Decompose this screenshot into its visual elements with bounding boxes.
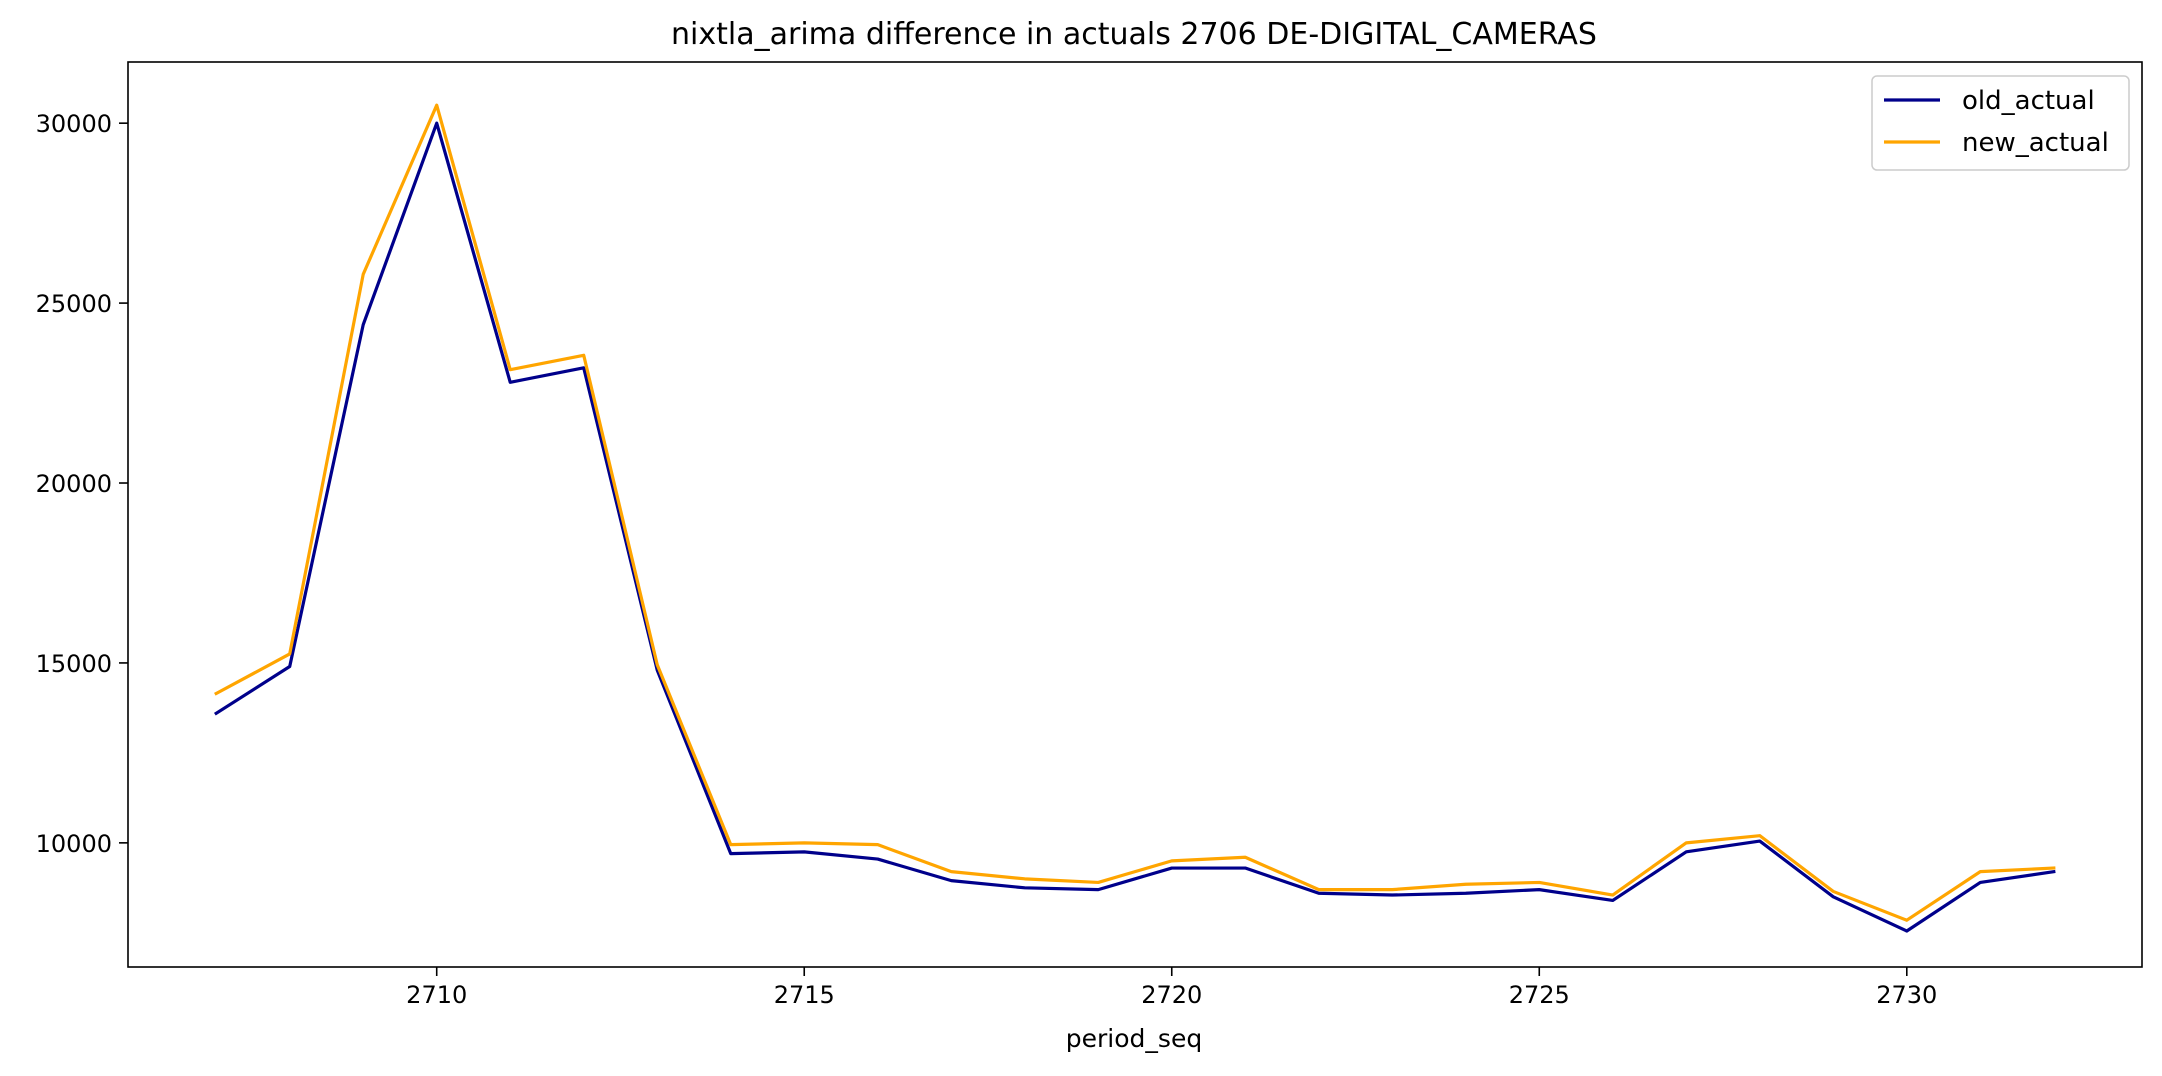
legend-label-new_actual: new_actual	[1962, 128, 2109, 158]
x-axis-title: period_seq	[1066, 1024, 1202, 1053]
chart-title: nixtla_arima difference in actuals 2706 …	[671, 17, 1597, 52]
legend: old_actual new_actual	[1871, 75, 2130, 171]
y-tick-label: 15000	[36, 650, 112, 678]
y-tick-label: 25000	[36, 290, 112, 318]
x-tick-label: 2715	[774, 981, 835, 1009]
y-tick-label: 10000	[36, 830, 112, 858]
x-tick-label: 2720	[1141, 981, 1202, 1009]
x-tick-label: 2730	[1876, 981, 1937, 1009]
x-tick-label: 2725	[1509, 981, 1570, 1009]
series-line-old_actual	[213, 121, 2056, 933]
axes-frame	[127, 61, 2143, 968]
y-tick-label: 20000	[36, 470, 112, 498]
series-line-new_actual	[214, 103, 2056, 922]
x-axis: 2710 2715 2720 2725 2730	[406, 967, 1937, 1009]
plot-area	[213, 103, 2056, 933]
legend-label-old_actual: old_actual	[1962, 86, 2095, 116]
y-tick-label: 30000	[36, 110, 112, 138]
x-tick-label: 2710	[406, 981, 467, 1009]
y-axis: 10000 15000 20000 25000 30000	[36, 110, 128, 858]
